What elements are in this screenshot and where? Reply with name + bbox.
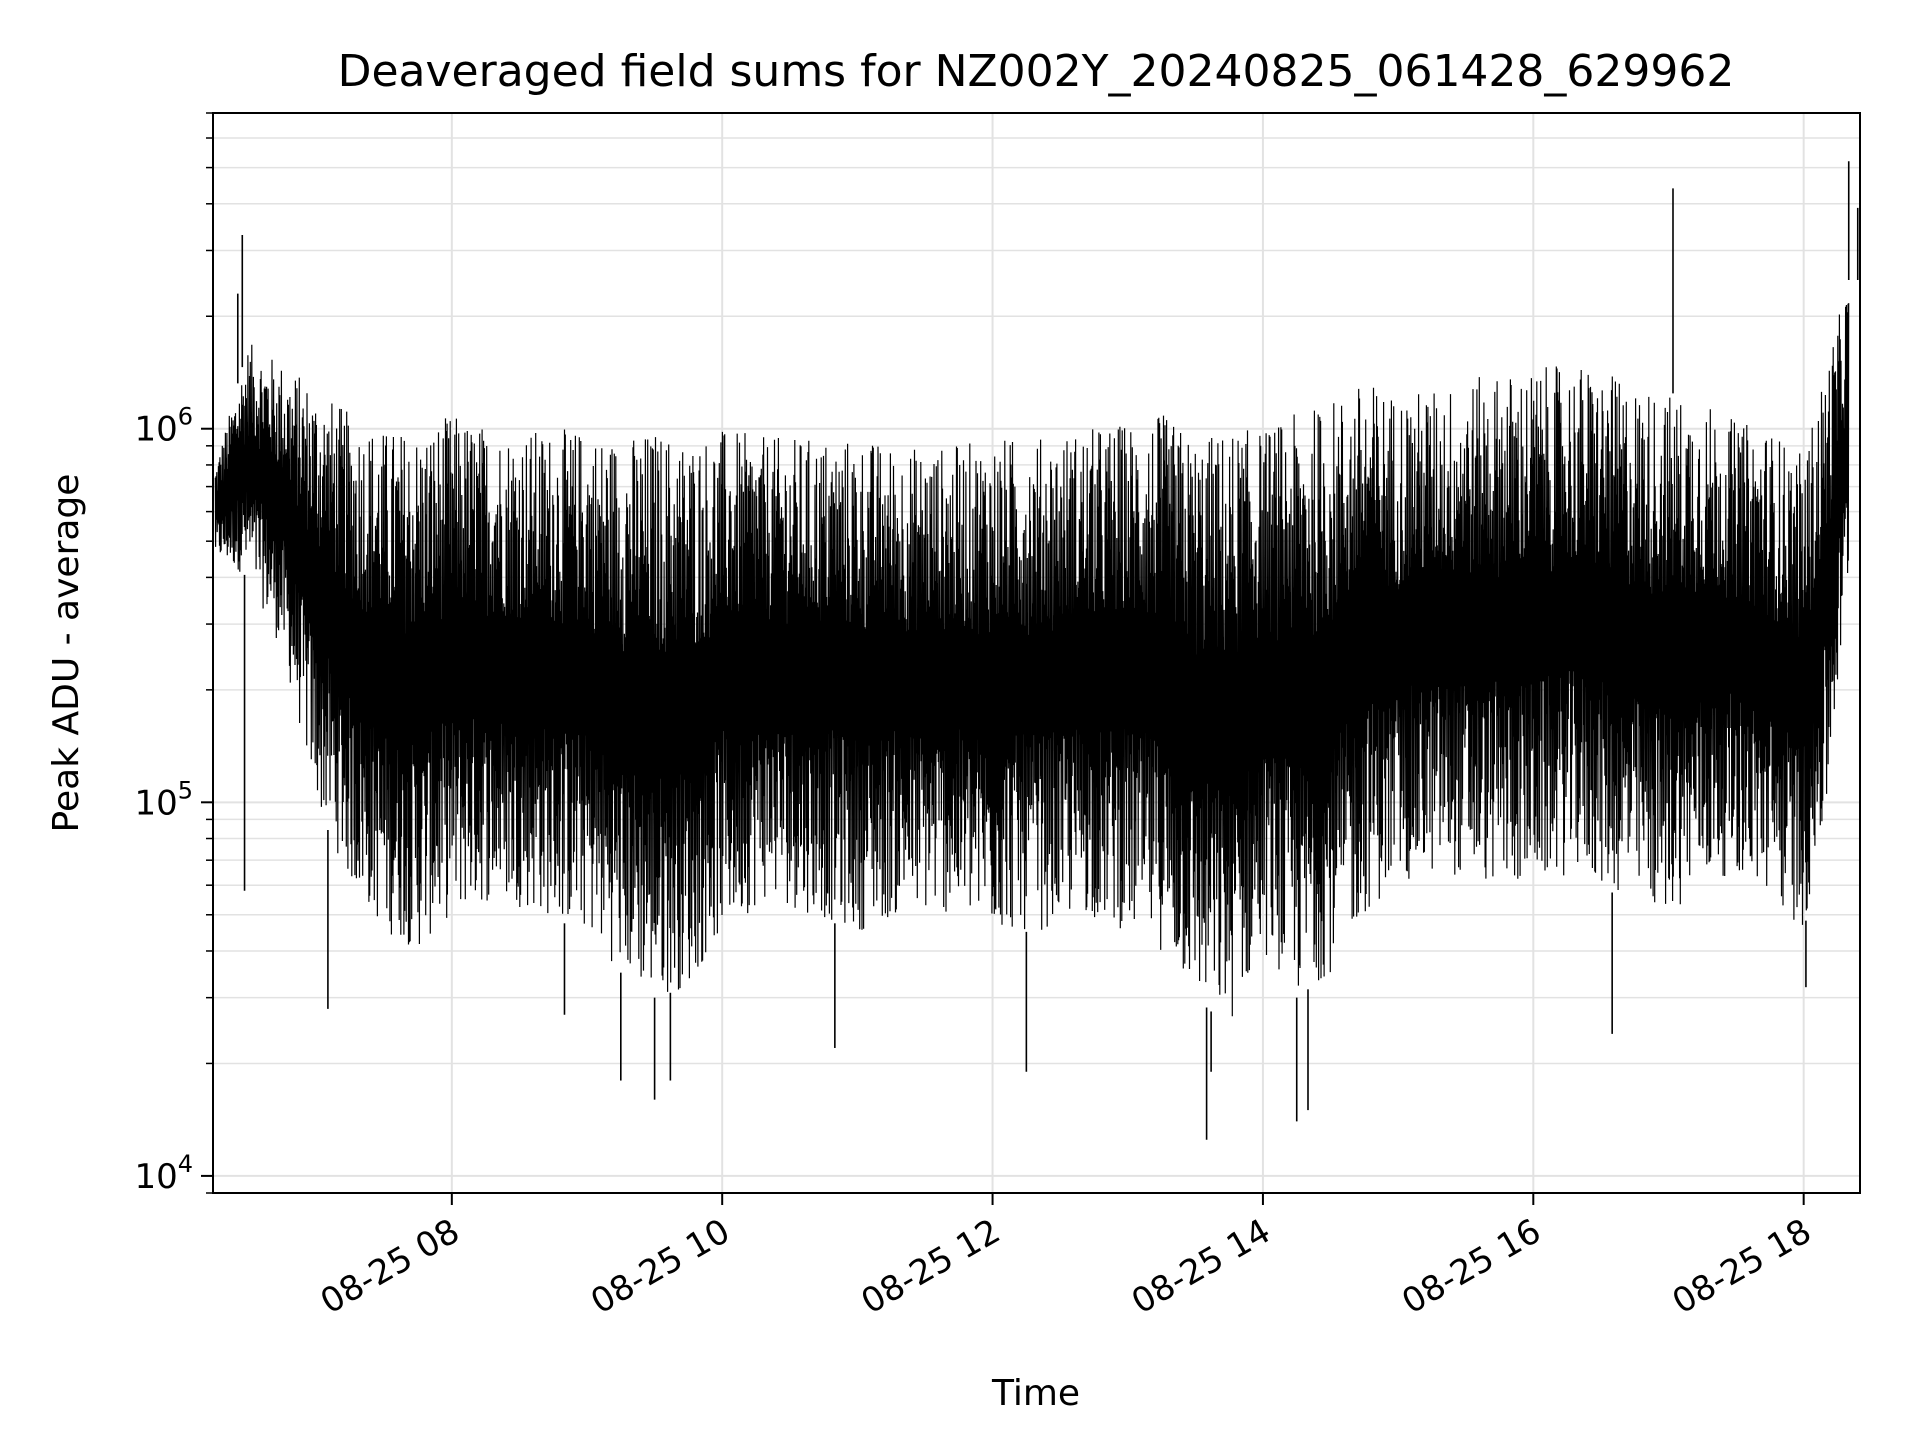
y-tick-label: 105 bbox=[134, 776, 193, 823]
data-layer bbox=[214, 161, 1859, 1140]
y-tick-label: 106 bbox=[134, 403, 193, 450]
x-axis-label: Time bbox=[991, 1373, 1080, 1414]
y-tick-base: 10 bbox=[134, 410, 177, 450]
y-tick-exponent: 6 bbox=[178, 403, 193, 431]
plot-frame bbox=[212, 112, 1861, 1194]
y-axis-label: Peak ADU - average bbox=[46, 474, 87, 833]
chart-title: Deaveraged field sums for NZ002Y_2024082… bbox=[338, 46, 1735, 97]
y-tick-base: 10 bbox=[134, 1157, 177, 1197]
y-tick-label: 104 bbox=[134, 1150, 193, 1197]
data-line bbox=[214, 303, 1850, 1017]
y-tick-exponent: 5 bbox=[178, 776, 193, 804]
y-tick-base: 10 bbox=[134, 783, 177, 823]
y-tick-exponent: 4 bbox=[178, 1150, 193, 1178]
